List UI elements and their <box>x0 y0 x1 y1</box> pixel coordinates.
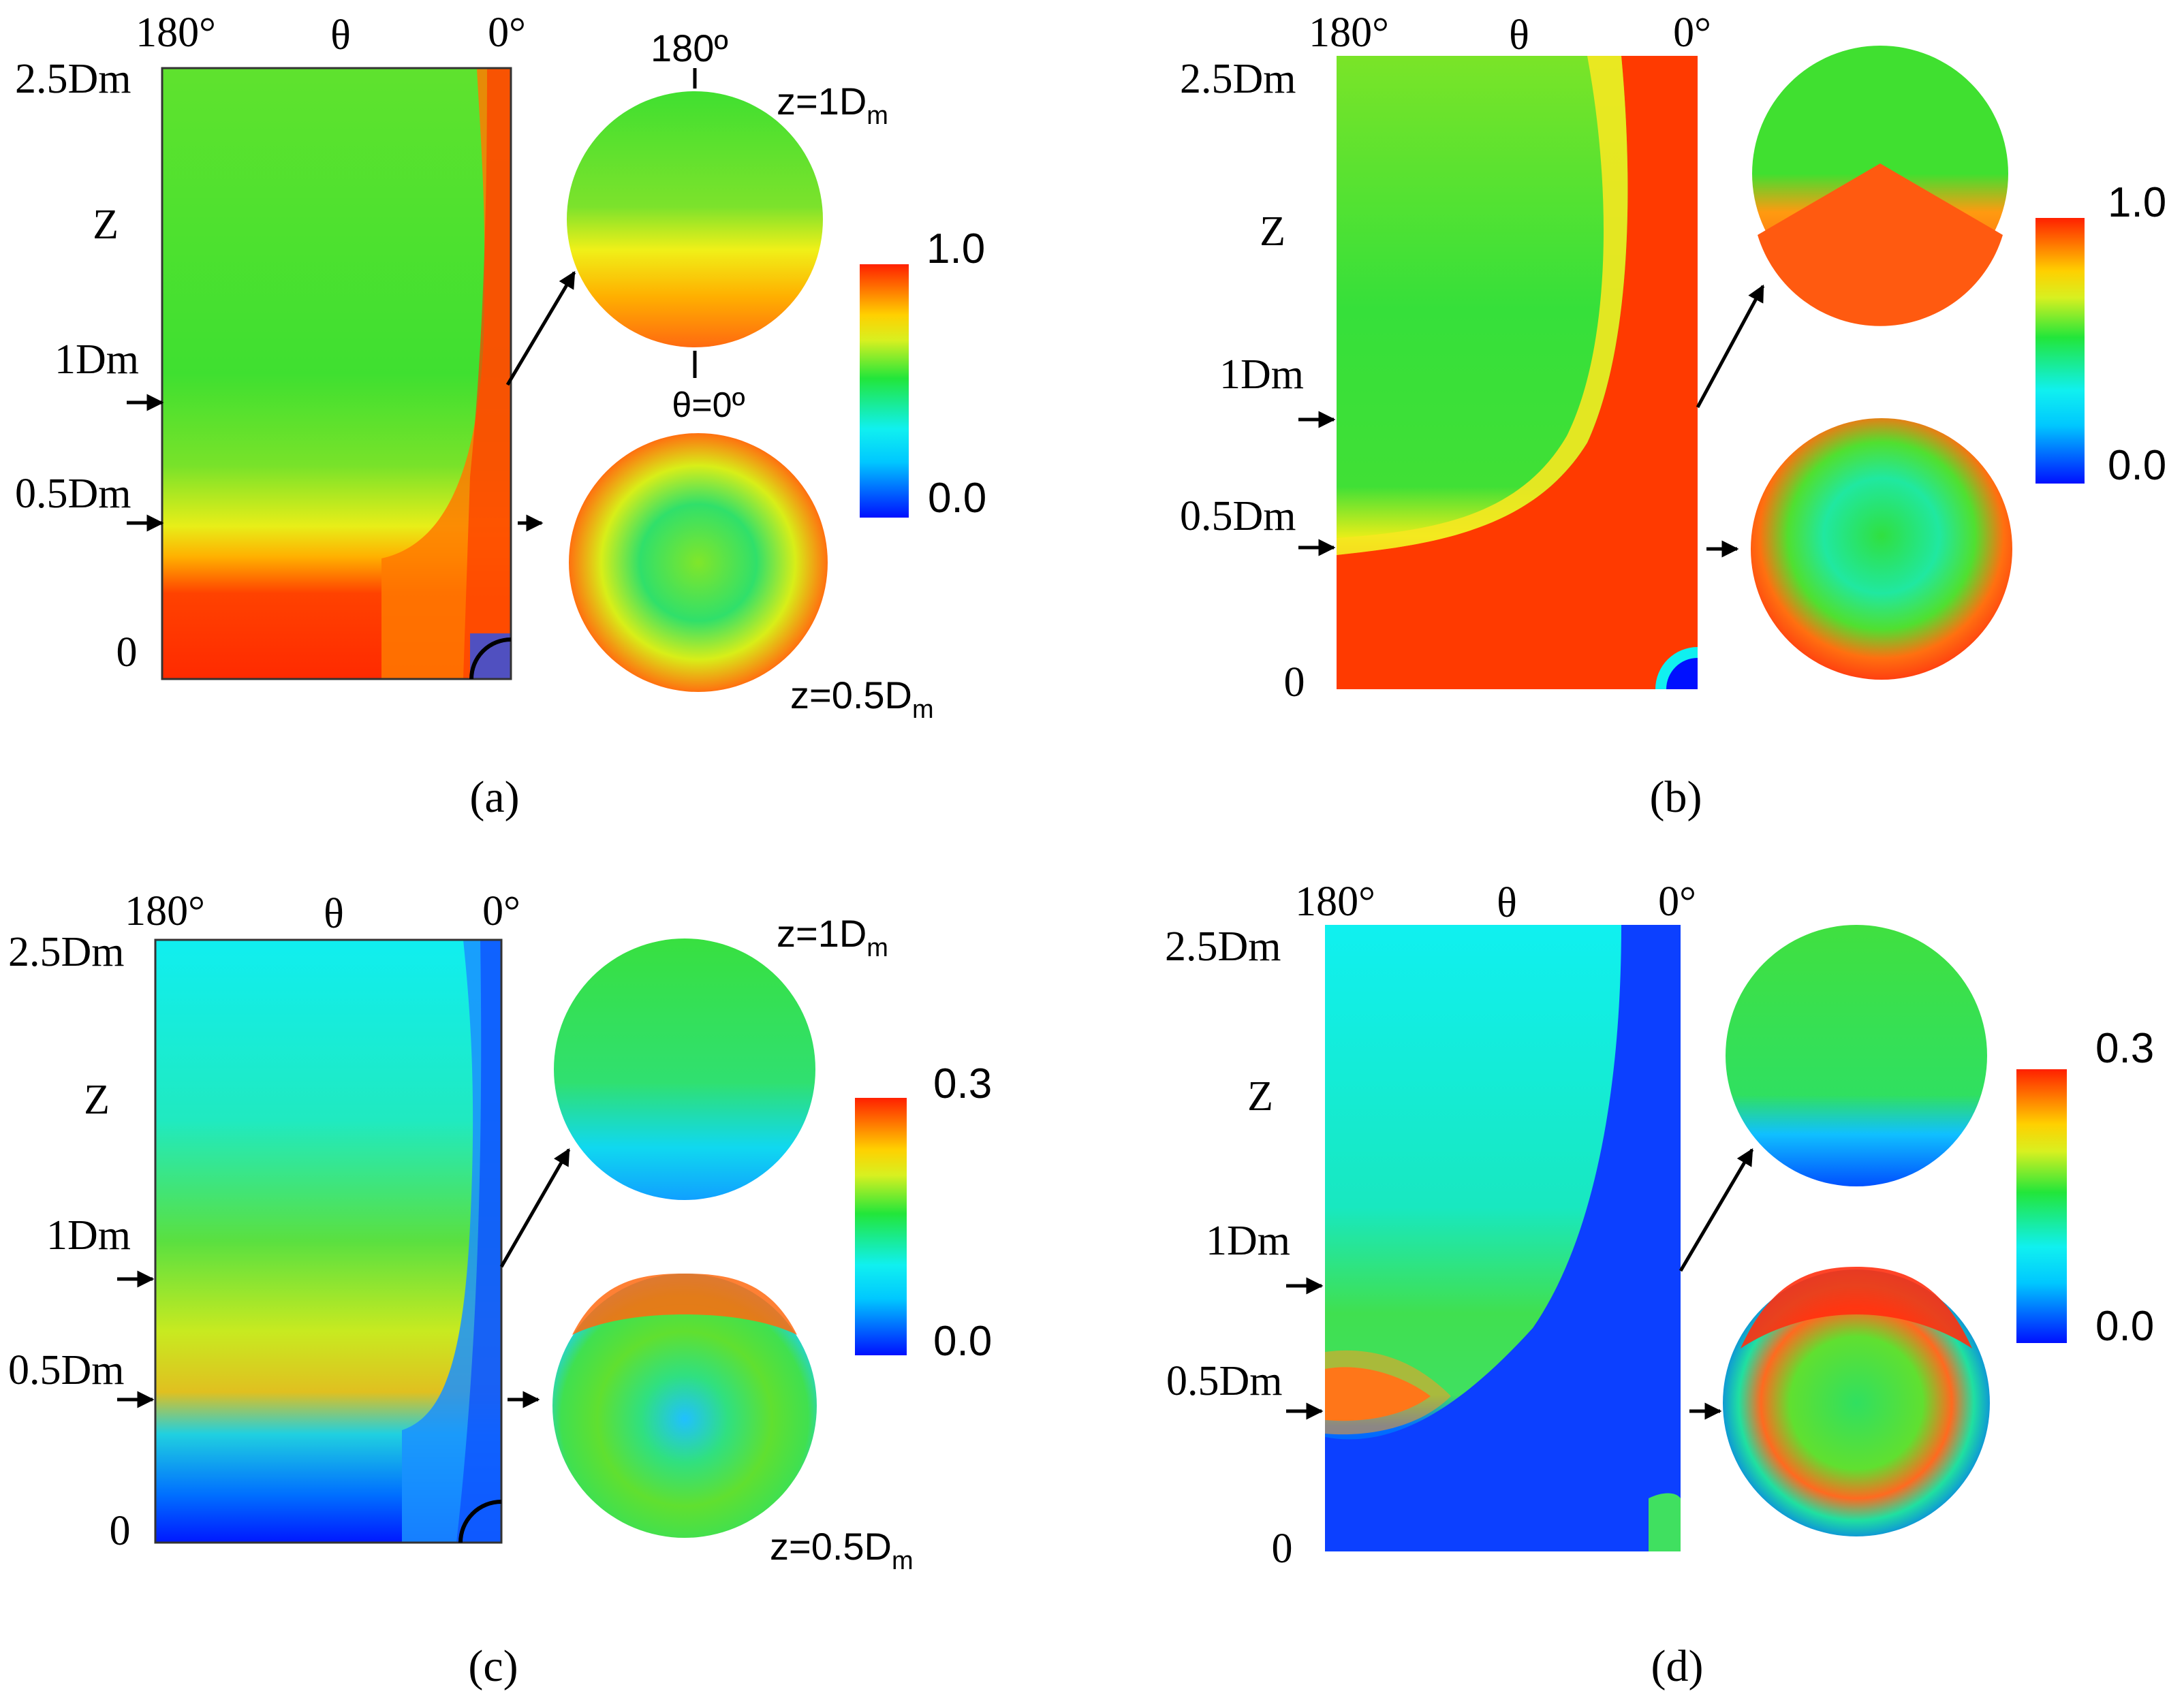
panel-c-theta: θ <box>324 891 344 937</box>
panel-d-colorbar-min: 0.0 <box>2095 1303 2154 1350</box>
panel-d-slice-bottom <box>1723 1269 1990 1536</box>
panel-d-tick-0: 0 <box>1272 1526 1293 1572</box>
panel-c-tick-2p5dm: 2.5Dm <box>8 929 125 975</box>
panel-c-angle-0: 0° <box>482 888 520 934</box>
panel-b-arrow-to-top-slice <box>1696 284 1765 409</box>
panel-a-caption: (a) <box>469 772 519 822</box>
panel-c-slice-z05 <box>552 1274 817 1538</box>
panel-a-tick-0p5dm: 0.5Dm <box>15 471 131 517</box>
panel-d-colorbar <box>2016 1069 2067 1343</box>
panel-d-contour <box>1325 925 1681 1551</box>
panel-c-colorbar-max: 0.3 <box>933 1060 992 1107</box>
panel-d: 180° θ 0° 2.5Dm Z 1Dm 0.5Dm 0 0.3 0.0 (d… <box>1165 879 2154 1691</box>
panel-a-colorbar-min: 0.0 <box>928 475 986 522</box>
panel-a-slice-bottom-label: z=0.5Dm <box>790 674 934 724</box>
panel-b-tick-0p5dm: 0.5Dm <box>1180 493 1296 539</box>
panel-a-contour <box>162 68 511 679</box>
panel-d-angle-180: 180° <box>1295 879 1375 925</box>
panel-a-slice-z1 <box>567 91 823 347</box>
panel-d-theta: θ <box>1497 880 1517 926</box>
panel-c-quarter-arc <box>458 1500 502 1543</box>
panel-a-circle-theta0: θ=0º <box>672 385 745 425</box>
panel-a-tick-0: 0 <box>116 629 138 676</box>
panel-b-colorbar-max: 1.0 <box>2108 179 2166 226</box>
panel-d-arrow-to-top-slice <box>1679 1148 1754 1272</box>
panel-c-colorbar-min: 0.0 <box>933 1318 992 1365</box>
panel-c-slice-top-label: z=1Dm <box>777 912 888 962</box>
panel-b-angle-0: 0° <box>1673 10 1711 56</box>
panel-a-colorbar <box>860 264 909 518</box>
panel-b-slice-bottom <box>1751 418 2012 680</box>
panel-c-slice-z1 <box>554 938 815 1200</box>
panel-d-colorbar-max: 0.3 <box>2095 1025 2154 1072</box>
panel-a-tick-2p5dm: 2.5Dm <box>15 56 131 102</box>
panel-d-caption: (d) <box>1651 1641 1704 1691</box>
panel-b-tick-0: 0 <box>1284 659 1305 706</box>
panel-a-circle-180: 180º <box>651 27 728 69</box>
panel-a-theta: θ <box>330 12 351 59</box>
panel-b-colorbar-min: 0.0 <box>2108 442 2166 489</box>
panel-d-tick-2p5dm: 2.5Dm <box>1165 924 1281 970</box>
panel-b-caption: (b) <box>1650 772 1702 822</box>
panel-a: 180° θ 0° 2.5Dm Z 1Dm 0.5Dm 0 180º θ=0º … <box>15 10 986 822</box>
panel-c-caption: (c) <box>468 1641 518 1691</box>
panel-a-slice-top-label: z=1Dm <box>777 80 888 130</box>
panel-b-slice-top-wedge <box>1758 163 2003 326</box>
panel-c-tick-0: 0 <box>110 1508 131 1554</box>
panel-b-z-label: Z <box>1260 208 1285 255</box>
panel-c-colorbar <box>855 1098 907 1355</box>
panel-b-theta: θ <box>1509 12 1529 59</box>
panel-c-tick-0p5dm: 0.5Dm <box>8 1347 125 1393</box>
panel-d-tick-1dm: 1Dm <box>1206 1218 1290 1264</box>
panel-a-slice-z05 <box>569 433 828 692</box>
panel-d-slice-bottom-band <box>1741 1267 1972 1348</box>
panel-a-quarter-arc <box>469 637 512 680</box>
panel-b-colorbar <box>2035 218 2085 484</box>
panel-c-angle-180: 180° <box>125 888 205 934</box>
panel-c-frame <box>154 938 503 1544</box>
panel-d-tick-0p5dm: 0.5Dm <box>1166 1358 1283 1404</box>
panel-c-slice-bottom-label: z=0.5Dm <box>770 1525 914 1575</box>
panel-d-angle-0: 0° <box>1658 879 1696 925</box>
panel-a-arrow-to-top-slice <box>505 270 576 386</box>
panel-c-arrow-to-top-slice <box>499 1148 571 1268</box>
panel-b-contour <box>1337 56 1698 689</box>
panel-c-tick-1dm: 1Dm <box>46 1212 131 1259</box>
panel-d-z-label: Z <box>1247 1073 1273 1120</box>
panel-b-angle-180: 180° <box>1309 10 1389 56</box>
panel-a-angle-0: 0° <box>488 10 526 56</box>
panel-a-tick-1dm: 1Dm <box>54 336 139 383</box>
panel-c-contour <box>155 940 501 1543</box>
panel-c: 180° θ 0° 2.5Dm Z 1Dm 0.5Dm 0 z=1Dm z=0.… <box>8 888 992 1691</box>
panel-b-tick-1dm: 1Dm <box>1219 351 1304 398</box>
panel-a-frame <box>161 67 512 680</box>
panel-b-tick-2p5dm: 2.5Dm <box>1180 56 1296 102</box>
panel-a-z-label: Z <box>93 202 119 248</box>
panel-d-slice-top <box>1726 925 1987 1186</box>
panel-a-colorbar-max: 1.0 <box>926 225 985 272</box>
panel-a-angle-180: 180° <box>136 10 216 56</box>
panel-b: 180° θ 0° 2.5Dm Z 1Dm 0.5Dm 0 1.0 0.0 (b… <box>1180 10 2166 822</box>
panel-c-z-label: Z <box>84 1077 110 1123</box>
panel-c-slice-z05-band <box>572 1274 797 1335</box>
